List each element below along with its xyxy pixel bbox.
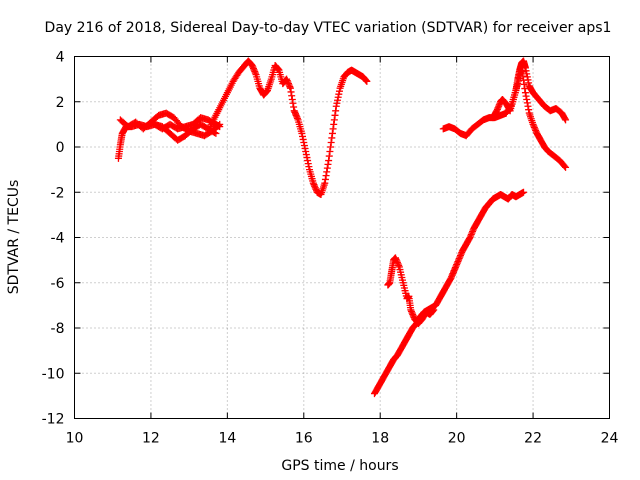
- y-tick-label: -2: [51, 185, 65, 201]
- y-tick-label: -12: [42, 412, 65, 428]
- data-point: [520, 188, 528, 196]
- x-tick-label: 24: [601, 431, 619, 447]
- x-tick-label: 18: [371, 431, 389, 447]
- y-tick-label: -6: [51, 276, 65, 292]
- plot-frame: [74, 56, 610, 419]
- y-tick-label: -4: [51, 231, 65, 247]
- data-point: [363, 77, 371, 85]
- data-points: [114, 57, 570, 398]
- x-tick-label: 22: [524, 431, 542, 447]
- y-tick-label: 2: [56, 95, 65, 111]
- data-point: [214, 122, 222, 130]
- data-point: [561, 162, 569, 170]
- x-tick-label: 16: [295, 431, 313, 447]
- data-point: [211, 129, 219, 137]
- x-tick-label: 10: [66, 431, 84, 447]
- data-point: [212, 129, 220, 137]
- data-point: [562, 163, 570, 171]
- y-axis-label: SDTVAR / TECUs: [6, 180, 22, 295]
- x-tick-label: 12: [142, 431, 160, 447]
- data-point: [562, 116, 570, 124]
- y-tick-label: -10: [42, 366, 65, 382]
- data-point: [430, 306, 438, 314]
- chart-title: Day 216 of 2018, Sidereal Day-to-day VTE…: [45, 20, 612, 36]
- y-tick-label: 0: [56, 140, 65, 156]
- x-tick-label: 20: [448, 431, 466, 447]
- y-tick-label: -8: [51, 321, 65, 337]
- x-axis-label: GPS time / hours: [281, 458, 398, 474]
- x-tick-label: 14: [218, 431, 236, 447]
- y-tick-label: 4: [56, 50, 65, 66]
- data-point: [216, 120, 224, 128]
